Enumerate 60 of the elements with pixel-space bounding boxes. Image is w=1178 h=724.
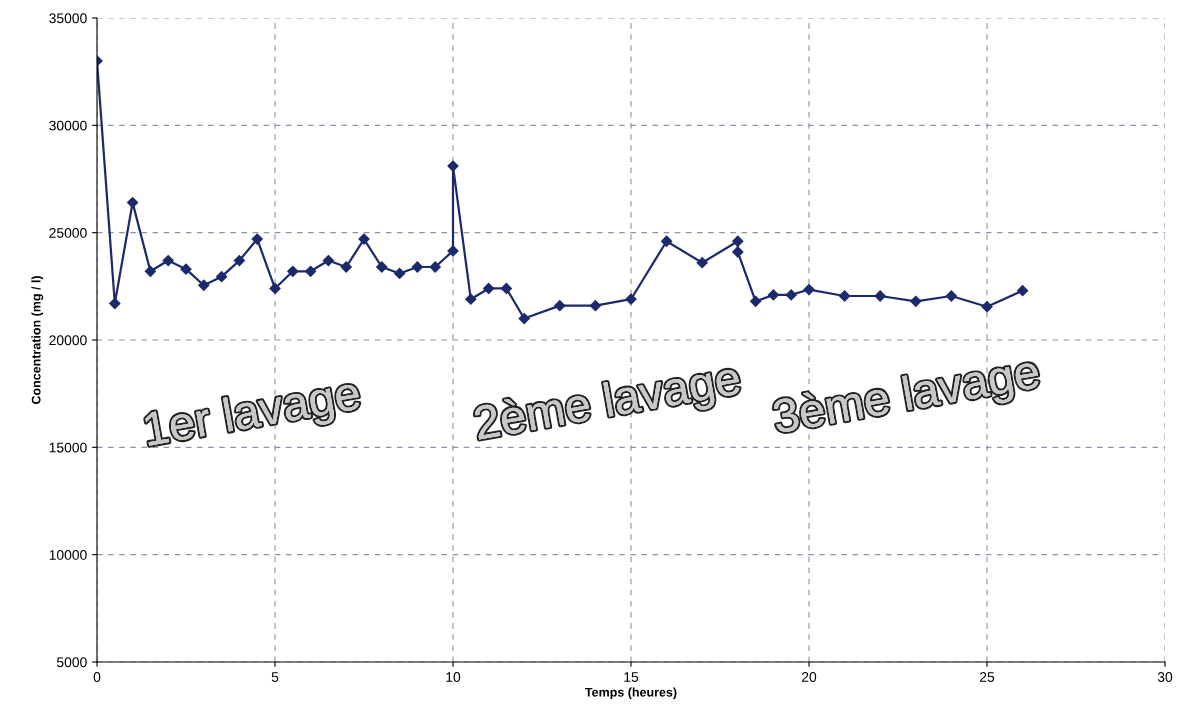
point: [696, 257, 708, 269]
point: [340, 261, 352, 273]
point: [429, 261, 441, 273]
point: [162, 254, 174, 267]
x-tick-label: 5: [271, 672, 279, 682]
y-tick-label: 30000: [49, 120, 87, 131]
x-tick-label: 15: [624, 672, 639, 682]
annotation: 3ème lavage: [771, 352, 1042, 443]
point: [180, 263, 192, 275]
x-tick-label: 20: [801, 672, 817, 682]
y-tick-label: 5000: [56, 657, 87, 668]
point: [482, 282, 495, 295]
x-tick-label: 25: [979, 672, 995, 682]
point: [838, 290, 851, 302]
point: [625, 293, 637, 305]
point: [981, 301, 993, 313]
point: [144, 265, 157, 277]
point: [411, 261, 424, 273]
point: [447, 245, 459, 257]
point: [1016, 285, 1029, 297]
point: [376, 261, 388, 273]
y-axis-title: Concentration (mg / l): [31, 276, 44, 405]
y-tick-label: 20000: [49, 335, 87, 346]
point: [518, 312, 530, 325]
point: [269, 282, 281, 295]
annotation: 2ème lavage: [473, 358, 743, 450]
point: [803, 283, 815, 296]
point: [322, 254, 335, 267]
point: [251, 233, 263, 245]
point: [126, 197, 139, 209]
x-axis-title: Temps (heures): [585, 687, 677, 700]
point: [874, 290, 886, 302]
point: [732, 246, 744, 258]
annotation: 1er lavage: [143, 374, 363, 456]
y-tick-label: 15000: [49, 442, 87, 453]
point: [465, 293, 477, 305]
point: [215, 271, 228, 283]
x-tick-label: 30: [1157, 672, 1173, 682]
y-tick-label: 25000: [49, 228, 87, 238]
point: [393, 267, 406, 280]
point: [749, 295, 762, 307]
point: [732, 235, 744, 247]
point: [660, 235, 673, 247]
x-tick-label: 0: [93, 672, 101, 682]
point: [198, 279, 210, 291]
point: [785, 289, 797, 301]
point: [945, 290, 958, 302]
point: [287, 265, 299, 277]
y-tick-label: 35000: [49, 13, 87, 24]
point: [304, 265, 317, 277]
y-tick-label: 10000: [49, 550, 87, 560]
point: [910, 295, 922, 307]
point: [767, 289, 780, 301]
x-tick-label: 10: [446, 672, 461, 682]
point: [589, 300, 602, 312]
point: [447, 160, 459, 172]
point: [233, 254, 246, 267]
point: [500, 282, 513, 295]
point: [554, 300, 566, 312]
point: [109, 297, 121, 310]
